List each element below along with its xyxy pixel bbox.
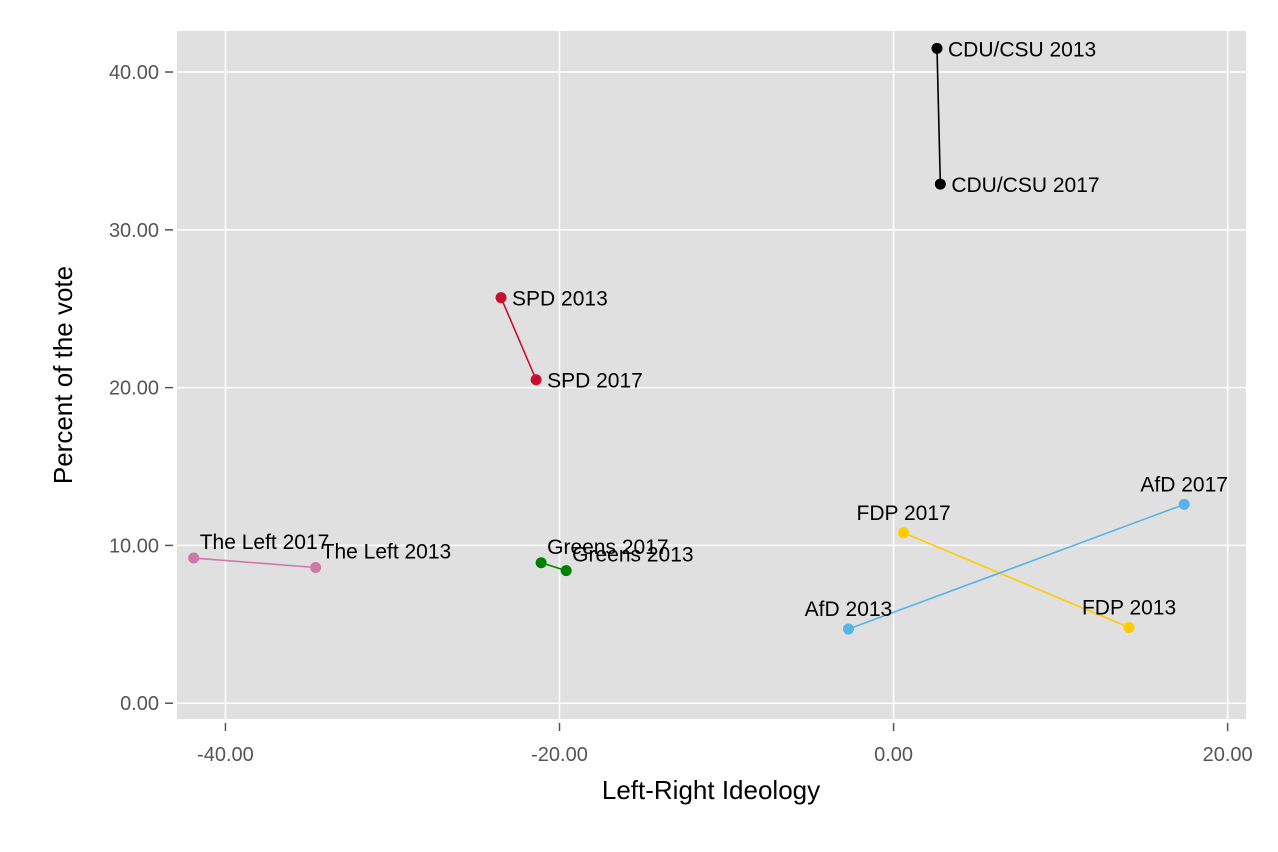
data-label: Greens 2013 (572, 544, 693, 567)
data-point (535, 557, 547, 569)
series-line (500, 297, 537, 381)
data-label: AfD 2017 (1140, 473, 1228, 496)
series-afd: AfD 2013 AfD 2017 (805, 473, 1228, 635)
x-tick-label: 0.00 (874, 744, 913, 766)
y-tick-label: 10.00 (109, 535, 159, 557)
x-tick-label: 20.00 (1203, 744, 1253, 766)
data-point (842, 623, 854, 635)
y-tick-label: 40.00 (109, 62, 159, 84)
data-point (1178, 498, 1190, 510)
data-label: AfD 2013 (805, 598, 893, 621)
data-label: FDP 2013 (1082, 596, 1176, 619)
data-point (495, 292, 507, 304)
series-line (848, 503, 1185, 630)
plot-panel (177, 31, 1246, 719)
data-point (898, 527, 910, 539)
data-label: SPD 2017 (547, 370, 643, 393)
y-axis-title: Percent of the vote (48, 266, 78, 484)
series-spd: SPD 2013 SPD 2017 (495, 288, 643, 393)
data-label: Greens 2017 (547, 536, 668, 559)
data-label: The Left 2017 (200, 531, 330, 554)
data-label: FDP 2017 (857, 502, 951, 525)
y-tick-label: 20.00 (109, 378, 159, 400)
series-line (903, 532, 1130, 629)
data-label: SPD 2013 (512, 288, 608, 311)
axis-ticks: -40.00 -20.00 0.00 20.00 0.00 10.00 20.00 30.00… (109, 62, 1253, 766)
data-point (934, 178, 946, 190)
y-tick-label: 30.00 (109, 220, 159, 242)
gridlines (177, 31, 1246, 719)
data-point (1123, 621, 1135, 633)
data-point (560, 565, 572, 577)
x-axis-title: Left-Right Ideology (602, 775, 820, 805)
series-layer: CDU/CSU 2013 CDU/CSU 2017 SPD 2013 SPD 2017… (188, 38, 1228, 635)
data-point (310, 562, 322, 574)
data-point (188, 552, 200, 564)
data-label: The Left 2013 (322, 541, 452, 564)
data-label: CDU/CSU 2013 (948, 38, 1096, 61)
data-point (931, 42, 943, 54)
y-tick-label: 0.00 (120, 693, 159, 715)
series-line (193, 557, 316, 569)
series-cdu-csu: CDU/CSU 2013 CDU/CSU 2017 (931, 38, 1100, 197)
x-tick-label: -40.00 (197, 744, 254, 766)
series-fdp: FDP 2013 FDP 2017 (857, 502, 1176, 633)
data-point (530, 374, 542, 386)
data-label: CDU/CSU 2017 (951, 174, 1099, 197)
series-line (936, 48, 942, 185)
x-tick-label: -20.00 (531, 744, 588, 766)
